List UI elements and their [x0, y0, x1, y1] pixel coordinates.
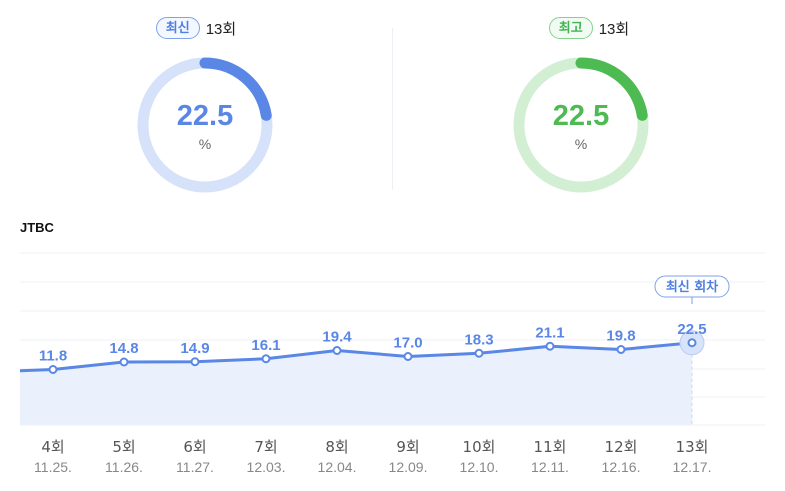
highest-rating-panel: 최고 13회 22.5 % [393, 0, 785, 200]
data-point [119, 357, 129, 367]
highest-donut-arc [513, 57, 649, 193]
data-point [474, 348, 484, 358]
x-tick-date: 11.27. [176, 459, 214, 475]
x-tick-episode: 13회 [676, 438, 709, 456]
x-tick-episode: 7회 [254, 438, 277, 456]
data-point [687, 338, 697, 348]
data-label: 11.8 [39, 348, 67, 365]
x-tick-episode: 4회 [41, 438, 64, 456]
data-label: 19.4 [322, 329, 352, 346]
data-label: 17.0 [393, 335, 422, 352]
latest-episode: 13회 [205, 20, 237, 38]
highest-donut: 22.5 % [512, 56, 650, 194]
x-tick-episode: 9회 [396, 438, 419, 456]
data-point [261, 354, 271, 364]
latest-value: 22.5 [176, 100, 234, 132]
latest-badge: 최신 [155, 17, 200, 39]
highest-badge: 최고 [548, 17, 593, 39]
latest-unit: % [198, 136, 212, 152]
x-tick-date: 12.10. [460, 459, 499, 475]
x-tick-episode: 12회 [605, 438, 638, 456]
data-label: 22.5 [677, 321, 706, 338]
data-label: 21.1 [535, 324, 564, 341]
x-tick-date: 11.25. [34, 459, 72, 475]
highest-unit: % [574, 136, 588, 152]
data-label: 19.8 [606, 328, 635, 345]
x-tick-episode: 6회 [183, 438, 206, 456]
latest-rating-panel: 최신 13회 22.5 % [0, 0, 392, 200]
x-tick-date: 12.11. [531, 459, 569, 475]
highest-episode: 13회 [598, 20, 630, 38]
x-tick-episode: 11회 [534, 438, 567, 456]
data-point [48, 365, 58, 374]
highest-header: 최고 13회 [393, 17, 785, 39]
x-tick-date: 12.04. [318, 459, 357, 475]
data-point [403, 352, 413, 361]
latest-donut: 22.5 % [136, 56, 274, 194]
x-tick-date: 12.17. [673, 459, 712, 475]
latest-episode-callout-label: 최신 회차 [666, 279, 718, 295]
ratings-line-chart: 11.8 4회 11.25. 14.8 5회 11.26. 14.9 6회 11.27. 16.1… [19, 252, 765, 475]
x-tick-date: 12.16. [602, 459, 641, 475]
data-point [545, 341, 555, 351]
x-tick-episode: 10회 [463, 438, 496, 456]
x-tick-date: 12.03. [247, 459, 286, 475]
x-tick-episode: 5회 [112, 438, 135, 456]
data-point [616, 345, 626, 354]
data-label: 14.8 [109, 340, 138, 357]
x-tick-episode: 8회 [325, 438, 348, 456]
panel-divider [392, 28, 393, 190]
data-label: 16.1 [251, 337, 280, 354]
highest-donut-graphic [513, 57, 649, 193]
x-tick-date: 12.09. [389, 459, 428, 475]
latest-donut-arc [137, 57, 273, 193]
data-point [332, 346, 342, 355]
highest-value: 22.5 [552, 100, 610, 132]
latest-donut-graphic [137, 57, 273, 193]
data-label: 18.3 [464, 331, 493, 348]
data-label: 14.9 [180, 340, 209, 357]
area-fill [20, 342, 692, 425]
latest-header: 최신 13회 [0, 17, 392, 39]
x-tick-date: 11.26. [105, 459, 143, 475]
data-point [190, 357, 200, 367]
chart-title: JTBC [20, 220, 54, 235]
